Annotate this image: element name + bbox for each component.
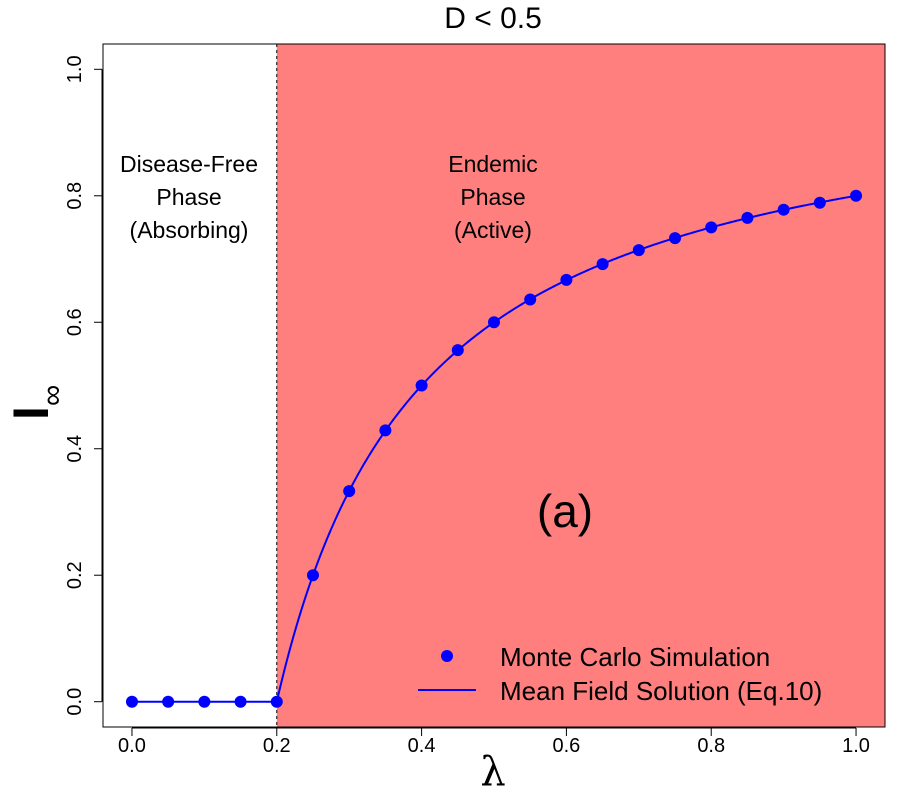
- chart-title: D < 0.5: [444, 2, 542, 35]
- region-label-line: (Absorbing): [130, 217, 249, 243]
- y-axis-label: I∞: [3, 385, 69, 420]
- monte-carlo-point: [777, 203, 790, 216]
- region-label-line: Phase: [460, 184, 525, 210]
- monte-carlo-point: [560, 273, 573, 286]
- monte-carlo-point: [270, 695, 283, 708]
- y-tick-label: 0.6: [64, 308, 86, 336]
- monte-carlo-point: [524, 293, 537, 306]
- monte-carlo-point: [596, 258, 609, 271]
- legend-label-mean-field: Mean Field Solution (Eq.10): [500, 676, 822, 706]
- x-tick-label: 0.8: [697, 735, 725, 757]
- legend-label-monte-carlo: Monte Carlo Simulation: [500, 642, 770, 672]
- monte-carlo-point: [669, 232, 682, 245]
- monte-carlo-point: [125, 695, 138, 708]
- region-label-line: (Active): [454, 217, 532, 243]
- region-label-line: Endemic: [448, 151, 537, 177]
- monte-carlo-point: [632, 244, 645, 257]
- monte-carlo-point: [343, 485, 356, 498]
- x-tick-label: 0.4: [408, 735, 436, 757]
- monte-carlo-point: [162, 695, 175, 708]
- monte-carlo-point: [379, 424, 392, 437]
- monte-carlo-point: [451, 344, 464, 357]
- y-tick-label: 0.8: [64, 182, 86, 210]
- y-tick-label: 0.0: [64, 688, 86, 716]
- monte-carlo-point: [234, 695, 247, 708]
- monte-carlo-point: [813, 196, 826, 209]
- endemic-phase-label: Endemic Phase (Active): [448, 151, 537, 243]
- series-layer: [125, 189, 863, 708]
- y-axis-label-subscript: ∞: [36, 385, 69, 406]
- disease-free-region: [103, 44, 277, 727]
- x-tick-label: 0.0: [118, 735, 146, 757]
- monte-carlo-point: [850, 189, 863, 202]
- monte-carlo-point: [415, 379, 428, 392]
- endemic-region: [276, 44, 885, 727]
- y-tick-label: 0.2: [64, 561, 86, 589]
- disease-free-phase-label: Disease-Free Phase (Absorbing): [120, 151, 258, 243]
- x-tick-label: 1.0: [842, 735, 870, 757]
- monte-carlo-point: [741, 211, 754, 224]
- y-tick-label: 0.4: [64, 435, 86, 463]
- axes-layer: 0.0 0.2 0.4 0.6 0.8 1.0 0.0 0.2 0.4 0.6 0.8 1.0: [64, 43, 886, 757]
- plot-area: [103, 44, 885, 727]
- x-tick-label: 0.2: [263, 735, 291, 757]
- region-label-line: Phase: [156, 184, 221, 210]
- panel-label: (a): [537, 485, 593, 537]
- region-label-line: Disease-Free: [120, 151, 258, 177]
- monte-carlo-point: [705, 221, 718, 234]
- y-tick-label: 1.0: [64, 55, 86, 83]
- plot-frame: [102, 43, 886, 728]
- x-axis-label: λ: [480, 749, 505, 795]
- legend-point-marker: [441, 650, 453, 662]
- monte-carlo-point: [198, 695, 211, 708]
- legend: Monte Carlo Simulation Mean Field Solutio…: [418, 642, 822, 706]
- y-axis-label-main: I: [3, 406, 59, 420]
- x-tick-label: 0.6: [553, 735, 581, 757]
- monte-carlo-point: [488, 316, 500, 329]
- monte-carlo-point: [306, 569, 319, 582]
